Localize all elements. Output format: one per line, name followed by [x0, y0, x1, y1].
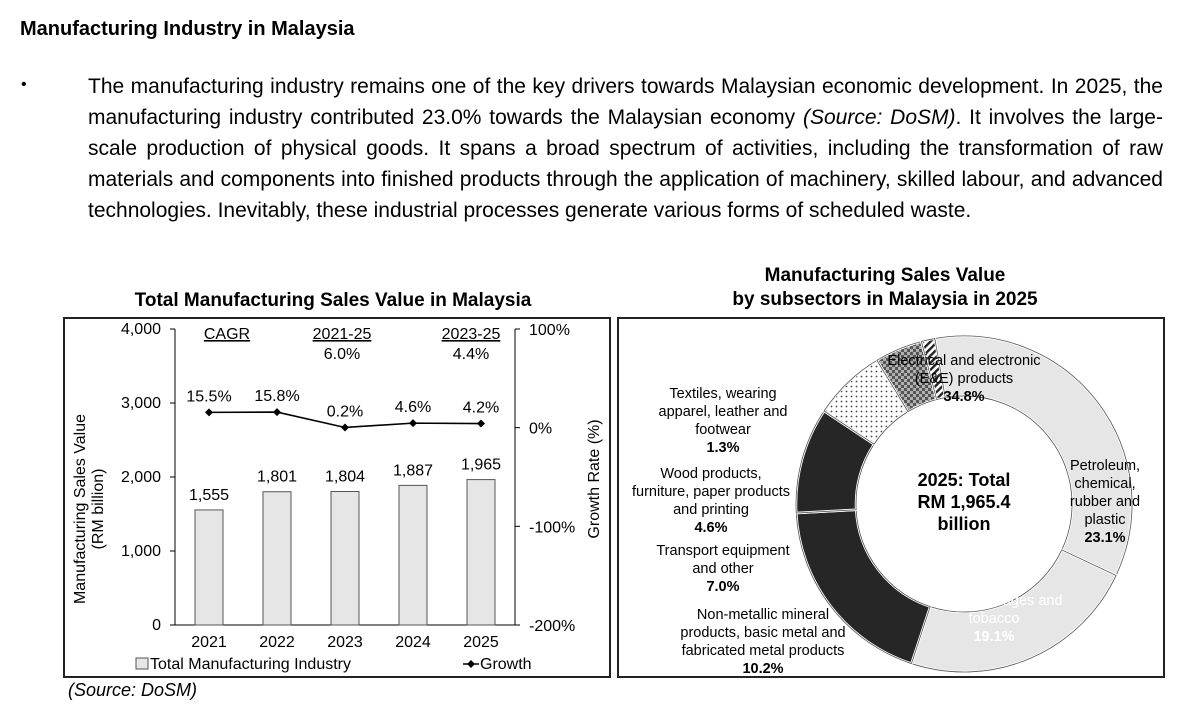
cagr-value-label: 6.0%	[324, 346, 360, 363]
legend-line-label: Growth	[480, 656, 532, 673]
growth-point	[205, 408, 213, 417]
slice-label: Textiles, wearing apparel, leather and foo…	[659, 386, 788, 438]
bar-chart: 0 1,000 2,000 3,000 4,000 -200% -100% 0% 100% 202…	[72, 321, 603, 673]
y-tick-label: 1,000	[121, 543, 161, 560]
slice-label: Petroleum, chemical, rubber and plastic	[1070, 458, 1140, 528]
legend-bar-swatch	[135, 657, 149, 670]
slice-value-label: 10.2%	[742, 661, 783, 676]
x-tick-label: 2024	[395, 634, 431, 651]
growth-point	[409, 419, 417, 428]
legend-bar-label: Total Manufacturing Industry	[150, 656, 351, 673]
slice-label: Non-metallic mineral products, basic meta…	[680, 607, 845, 659]
y-axis-title-line: (RM billion)	[90, 469, 107, 550]
slice-value-label: 19.1%	[973, 629, 1014, 645]
x-tick-label: 2022	[259, 634, 295, 651]
bar	[466, 479, 496, 626]
y2-tick-label: 100%	[529, 322, 570, 339]
donut-chart-frame: Electrical and electronic (E&E) products 3…	[617, 317, 1165, 678]
body-paragraph: The manufacturing industry remains one o…	[88, 71, 1163, 226]
slice-label: Food, beverages and tobacco	[925, 593, 1062, 627]
bar-value-label: 1,965	[461, 457, 501, 474]
y-axis-title: Manufacturing Sales Value (RM billion)	[72, 414, 107, 604]
bar-chart-title: Total Manufacturing Sales Value in Malay…	[134, 290, 532, 311]
growth-value-label: 0.2%	[327, 403, 363, 420]
paragraph-text-2: . It involves the large-scale production…	[88, 106, 1163, 222]
slice-label: Wood products, furniture, paper products a…	[632, 466, 790, 518]
slice-value-label: 1.3%	[706, 440, 739, 456]
donut-slice-outline	[934, 335, 1133, 576]
bar-chart-frame: 0 1,000 2,000 3,000 4,000 -200% -100% 0% 100% 202…	[63, 317, 611, 678]
x-tick-label: 2025	[463, 634, 499, 651]
slice-value-label: 34.8%	[943, 389, 984, 405]
paragraph-source: (Source: DoSM)	[802, 106, 956, 129]
donut-center-label: 2025: Total RM 1,965.4 billion	[917, 470, 1010, 534]
growth-point	[341, 423, 349, 432]
cagr-period-label: 2023-25	[442, 326, 501, 343]
source-note: (Source: DoSM)	[68, 680, 198, 700]
bar	[262, 491, 292, 626]
y-tick-label: 3,000	[121, 395, 161, 412]
bar	[398, 484, 428, 626]
growth-point	[477, 419, 485, 428]
donut-title-line: Manufacturing Sales Value	[764, 265, 1006, 286]
bullet-marker: •	[21, 76, 27, 93]
x-tick-label: 2021	[191, 634, 227, 651]
growth-value-label: 15.8%	[254, 388, 299, 405]
growth-point	[273, 408, 281, 417]
y-tick-label: 0	[152, 617, 161, 634]
slice-label: Electrical and electronic (E&E) products	[887, 353, 1040, 387]
donut-chart: Electrical and electronic (E&E) products 3…	[632, 334, 1140, 677]
bar-value-label: 1,555	[189, 487, 229, 504]
growth-value-label: 4.6%	[395, 399, 431, 416]
slice-label: Transport equipment and other	[656, 543, 789, 577]
bar-value-label: 1,801	[257, 469, 297, 486]
y-tick-label: 4,000	[121, 321, 161, 338]
slice-value-label: 4.6%	[694, 520, 727, 536]
cagr-value-label: 4.4%	[453, 346, 489, 363]
donut-title-line: by subsectors in Malaysia in 2025	[732, 289, 1038, 310]
bar	[194, 509, 224, 626]
cagr-period-label: 2021-25	[313, 326, 372, 343]
y-tick-label: 2,000	[121, 469, 161, 486]
donut-slice-outline	[920, 338, 946, 401]
bar	[330, 491, 360, 626]
y2-tick-label: 0%	[529, 421, 552, 438]
slice-value-label: 23.1%	[1084, 530, 1125, 546]
donut-chart-title: Manufacturing Sales Value by subsectors i…	[620, 264, 1150, 312]
slice-value-label: 7.0%	[706, 579, 739, 595]
y2-tick-label: -200%	[529, 618, 575, 635]
y2-axis-title: Growth Rate (%)	[586, 419, 603, 538]
y2-axis-title-line: Growth Rate (%)	[586, 419, 603, 538]
x-tick-label: 2023	[327, 634, 363, 651]
bar-value-label: 1,887	[393, 462, 433, 479]
y-axis-title-line: Manufacturing Sales Value	[72, 414, 89, 604]
legend-line-marker	[467, 660, 475, 668]
paragraph-text-1: The manufacturing industry remains one o…	[88, 75, 1163, 129]
y2-tick-label: -100%	[529, 519, 575, 536]
cagr-label: CAGR	[204, 326, 250, 343]
growth-value-label: 4.2%	[463, 400, 499, 417]
section-heading: Manufacturing Industry in Malaysia	[20, 18, 355, 40]
growth-value-label: 15.5%	[186, 388, 231, 405]
bar-value-label: 1,804	[325, 469, 365, 486]
